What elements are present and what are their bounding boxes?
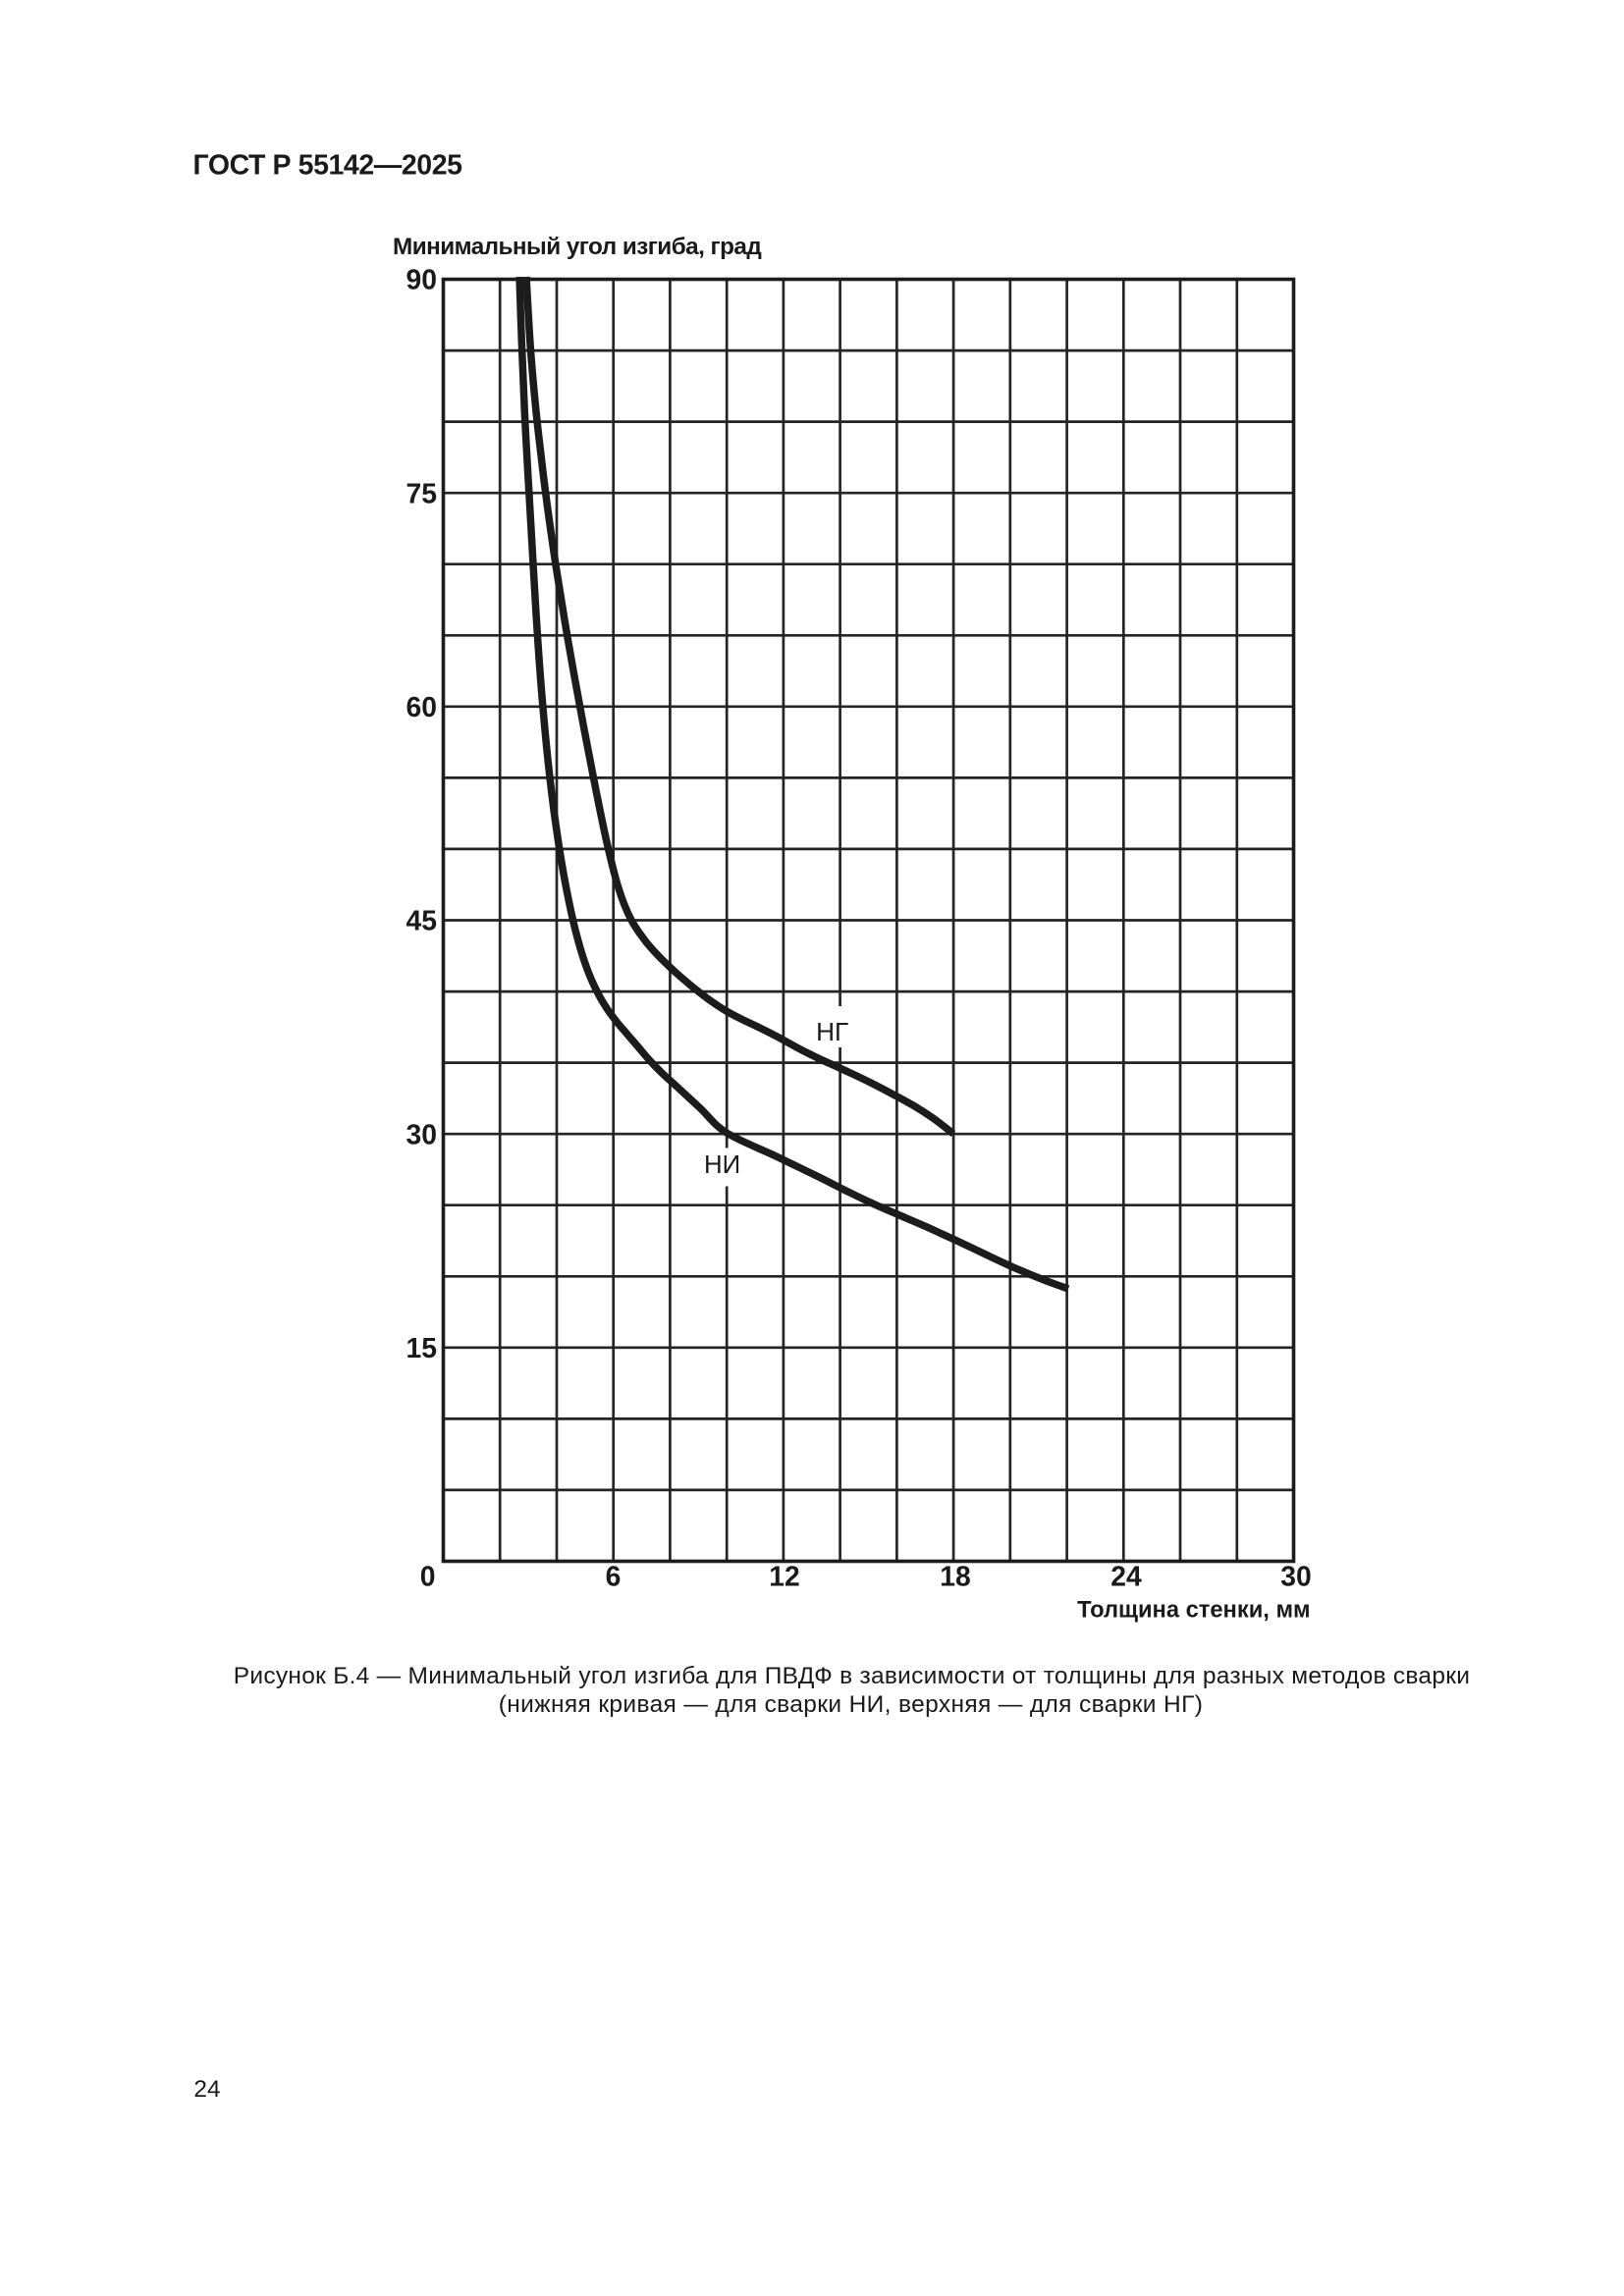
svg-text:90: 90 [406, 264, 437, 295]
svg-text:15: 15 [406, 1332, 437, 1363]
svg-text:Минимальный угол изгиба, град: Минимальный угол изгиба, град [393, 234, 761, 260]
svg-text:(нижняя кривая — для сварки НИ: (нижняя кривая — для сварки НИ, верхняя … [499, 1691, 1204, 1718]
svg-text:18: 18 [940, 1561, 970, 1592]
svg-text:30: 30 [406, 1118, 437, 1149]
svg-text:НГ: НГ [816, 1017, 848, 1046]
svg-text:45: 45 [406, 905, 437, 936]
svg-text:30: 30 [1280, 1561, 1311, 1592]
svg-text:60: 60 [406, 691, 437, 722]
svg-text:НИ: НИ [704, 1151, 740, 1179]
svg-text:Толщина стенки, мм: Толщина стенки, мм [1077, 1598, 1310, 1624]
svg-text:6: 6 [606, 1561, 622, 1592]
svg-text:24: 24 [193, 2076, 220, 2103]
svg-text:ГОСТ Р 55142—2025: ГОСТ Р 55142—2025 [193, 150, 463, 182]
svg-text:0: 0 [420, 1561, 436, 1592]
svg-text:24: 24 [1110, 1561, 1142, 1592]
svg-text:75: 75 [406, 477, 437, 508]
svg-text:Рисунок Б.4 — Минимальный угол: Рисунок Б.4 — Минимальный угол изгиба дл… [234, 1663, 1470, 1689]
svg-text:12: 12 [769, 1561, 799, 1592]
